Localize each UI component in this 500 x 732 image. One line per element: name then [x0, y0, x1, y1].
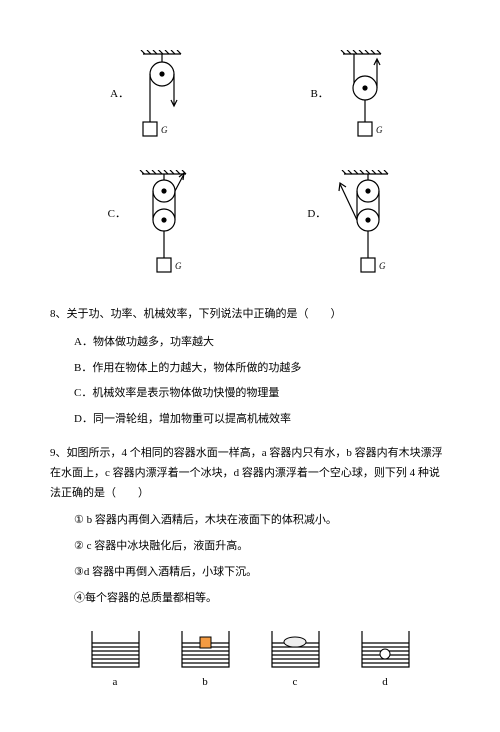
q7-row-2: C． G D．: [50, 170, 450, 280]
container-label: b: [178, 673, 233, 693]
q7-option-d: D． G: [307, 170, 392, 280]
weight-label-g: G: [161, 125, 168, 135]
container-label: c: [268, 673, 323, 693]
q7-row-1: A． G B．: [50, 50, 450, 145]
weight-label-g: G: [376, 125, 383, 135]
q9-stem: 9、如图所示，4 个相同的容器水面一样高，a 容器内只有水，b 容器内有木块漂浮…: [50, 444, 450, 503]
container-c: c: [268, 629, 323, 693]
q7-option-b: B． G: [310, 50, 389, 145]
q9-statement-2: ② c 容器中冰块融化后，液面升高。: [74, 537, 450, 557]
container-d: d: [358, 629, 413, 693]
q8-option-d: D．同一滑轮组，增加物重可以提高机械效率: [74, 410, 450, 430]
option-label: D．: [307, 205, 326, 225]
container-a: a: [88, 629, 143, 693]
q8-option-a: A．物体做功越多，功率越大: [74, 333, 450, 353]
option-label: A．: [110, 85, 129, 105]
container-c-figure: [268, 629, 323, 669]
container-label: a: [88, 673, 143, 693]
q9-statement-4: ④每个容器的总质量都相等。: [74, 589, 450, 609]
option-label: B．: [310, 85, 328, 105]
pulley-diagram-d: G: [332, 170, 392, 280]
container-b-figure: [178, 629, 233, 669]
pulley-diagram-b: G: [335, 50, 390, 145]
q8-option-c: C．机械效率是表示物体做功快慢的物理量: [74, 384, 450, 404]
q9-statement-1: ① b 容器内再倒入酒精后，木块在液面下的体积减小。: [74, 511, 450, 531]
q8-option-b: B．作用在物体上的力越大，物体所做的功越多: [74, 359, 450, 379]
q7-option-c: C． G: [108, 170, 192, 280]
q7-option-a: A． G: [110, 50, 190, 145]
pulley-diagram-a: G: [135, 50, 190, 145]
container-label: d: [358, 673, 413, 693]
pulley-diagram-c: G: [132, 170, 192, 280]
weight-label-g: G: [175, 261, 182, 271]
container-b: b: [178, 629, 233, 693]
weight-label-g: G: [379, 261, 386, 271]
q9-statement-3: ③d 容器中再倒入酒精后，小球下沉。: [74, 563, 450, 583]
option-label: C．: [108, 205, 126, 225]
q8-stem: 8、关于功、功率、机械效率，下列说法中正确的是（ ）: [50, 305, 450, 325]
q9-containers: a b c d: [50, 629, 450, 693]
container-a-figure: [88, 629, 143, 669]
container-d-figure: [358, 629, 413, 669]
